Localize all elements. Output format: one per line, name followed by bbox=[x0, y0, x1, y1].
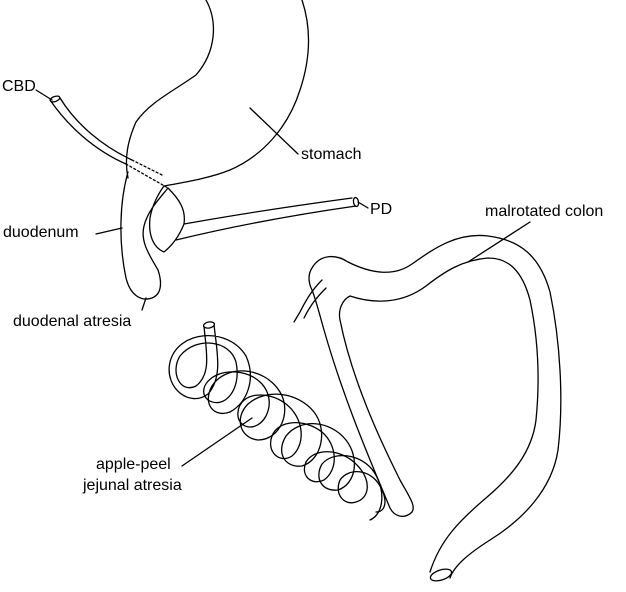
cbd-label: CBD bbox=[2, 78, 36, 95]
pd-label: PD bbox=[370, 201, 393, 218]
malrotated-colon-label: malrotated colon bbox=[485, 203, 604, 220]
malrotated-colon-end bbox=[429, 567, 453, 583]
apple-peel-spiral-end bbox=[203, 321, 215, 329]
stomach-outline bbox=[126, 0, 308, 186]
duodenal-atresia-label: duodenal atresia bbox=[13, 313, 132, 330]
pancreatic-duct bbox=[176, 198, 356, 240]
duodenum-outline bbox=[121, 172, 184, 299]
stomach-label: stomach bbox=[301, 146, 362, 163]
duct-dotted-line bbox=[126, 160, 168, 188]
common-bile-duct-end bbox=[49, 95, 60, 103]
common-bile-duct bbox=[50, 98, 132, 164]
duodenum-label: duodenum bbox=[3, 224, 79, 241]
apple-peel-spiral-inner bbox=[169, 324, 382, 520]
apple-peel-leader-line bbox=[182, 418, 252, 466]
apple-peel-label-line2: jejunal atresia bbox=[83, 477, 182, 494]
apple-peel-label-line1: apple-peel bbox=[96, 456, 171, 473]
malrotated-colon-outline bbox=[309, 235, 561, 578]
duodenal-atresia-leader-line bbox=[142, 298, 146, 310]
apple-peel-spiral-outer bbox=[176, 326, 385, 512]
appendix-stub bbox=[294, 280, 326, 322]
stomach-leader-line bbox=[250, 108, 298, 154]
cbd-leader-line bbox=[36, 90, 52, 100]
duodenum-leader-line bbox=[96, 228, 122, 234]
malrotated-colon-leader-line bbox=[468, 222, 530, 262]
pd-leader-line bbox=[358, 202, 368, 208]
